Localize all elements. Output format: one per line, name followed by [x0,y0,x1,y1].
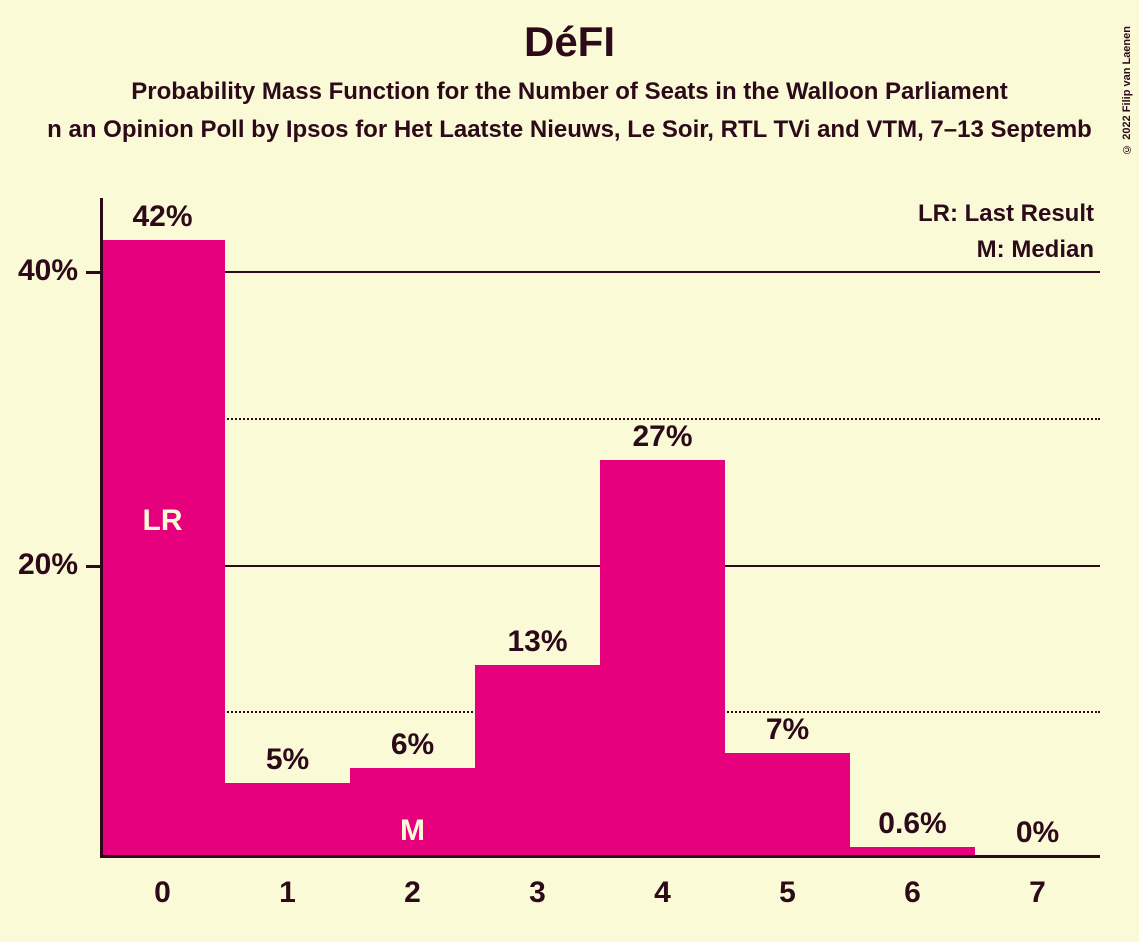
bar-value-label: 0% [1016,816,1059,850]
bar [100,240,225,856]
x-tick-label: 5 [779,876,796,910]
chart-subtitle-2: n an Opinion Poll by Ipsos for Het Laats… [0,116,1139,144]
bar-value-label: 27% [632,420,692,454]
chart-title: DéFI [0,18,1139,66]
x-axis-line [100,855,1100,858]
bar [475,665,600,856]
gridline-minor [100,418,1100,420]
bar [600,460,725,856]
x-tick-label: 6 [904,876,921,910]
legend-lr: LR: Last Result [918,200,1094,228]
y-tick-label: 40% [18,254,78,288]
bar-value-label: 13% [507,625,567,659]
x-tick-label: 1 [279,876,296,910]
y-tick-label: 20% [18,548,78,582]
legend-median: M: Median [977,236,1094,264]
y-tick-mark [86,565,100,568]
copyright-text: © 2022 Filip van Laenen [1121,26,1133,155]
y-axis-line [100,198,103,858]
x-tick-label: 0 [154,876,171,910]
bar-value-label: 0.6% [878,807,946,841]
x-tick-label: 7 [1029,876,1046,910]
x-tick-label: 4 [654,876,671,910]
y-tick-mark [86,271,100,274]
bar-value-label: 6% [391,728,434,762]
bar [725,753,850,856]
bar-value-label: 5% [266,743,309,777]
x-tick-label: 2 [404,876,421,910]
bar-value-label: 7% [766,713,809,747]
chart-plot-area: 20%40%42%0LR5%16%2M13%327%47%50.6%60%7LR… [100,198,1100,858]
bar [225,783,350,856]
chart-subtitle-1: Probability Mass Function for the Number… [0,78,1139,106]
gridline-major [100,271,1100,273]
bar-median-label: M [400,814,425,848]
bar-value-label: 42% [132,200,192,234]
bar-lr-label: LR [143,504,183,538]
x-tick-label: 3 [529,876,546,910]
